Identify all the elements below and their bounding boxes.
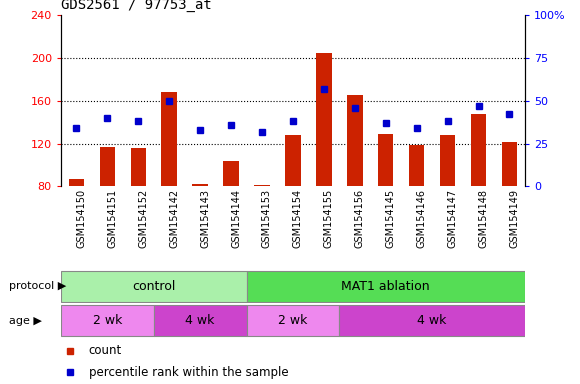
Text: protocol ▶: protocol ▶ xyxy=(9,281,66,291)
Bar xyxy=(61,271,246,302)
Text: 4 wk: 4 wk xyxy=(418,314,447,327)
Text: GSM154143: GSM154143 xyxy=(200,189,210,248)
Text: GSM154148: GSM154148 xyxy=(478,189,488,248)
Bar xyxy=(161,92,177,186)
Text: GSM154144: GSM154144 xyxy=(231,189,241,248)
Bar xyxy=(409,145,425,186)
Text: GSM154151: GSM154151 xyxy=(107,189,117,248)
Bar xyxy=(246,271,525,302)
Bar xyxy=(378,134,393,186)
Text: GDS2561 / 97753_at: GDS2561 / 97753_at xyxy=(61,0,212,12)
Text: GSM154142: GSM154142 xyxy=(169,189,179,248)
Bar xyxy=(316,53,332,186)
Text: GSM154150: GSM154150 xyxy=(77,189,86,248)
Text: GSM154147: GSM154147 xyxy=(448,189,458,248)
Text: percentile rank within the sample: percentile rank within the sample xyxy=(89,366,288,379)
Bar xyxy=(100,147,115,186)
Text: GSM154149: GSM154149 xyxy=(509,189,520,248)
Text: MAT1 ablation: MAT1 ablation xyxy=(342,280,430,293)
Text: 2 wk: 2 wk xyxy=(278,314,307,327)
Text: GSM154145: GSM154145 xyxy=(386,189,396,248)
Text: GSM154152: GSM154152 xyxy=(138,189,148,248)
Text: GSM154154: GSM154154 xyxy=(293,189,303,248)
Bar xyxy=(285,135,300,186)
Text: 4 wk: 4 wk xyxy=(186,314,215,327)
Bar xyxy=(130,148,146,186)
Bar xyxy=(68,179,84,186)
Bar xyxy=(502,142,517,186)
Bar xyxy=(61,305,154,336)
Bar xyxy=(246,305,339,336)
Text: GSM154156: GSM154156 xyxy=(355,189,365,248)
Bar xyxy=(223,161,239,186)
Bar xyxy=(440,135,455,186)
Bar xyxy=(193,184,208,186)
Bar xyxy=(254,185,270,186)
Text: control: control xyxy=(132,280,175,293)
Bar xyxy=(339,305,525,336)
Text: count: count xyxy=(89,344,122,358)
Bar xyxy=(347,96,362,186)
Text: GSM154153: GSM154153 xyxy=(262,189,272,248)
Bar xyxy=(471,114,486,186)
Text: age ▶: age ▶ xyxy=(9,316,42,326)
Bar xyxy=(154,305,246,336)
Text: GSM154146: GSM154146 xyxy=(416,189,427,248)
Text: 2 wk: 2 wk xyxy=(93,314,122,327)
Text: GSM154155: GSM154155 xyxy=(324,189,334,248)
